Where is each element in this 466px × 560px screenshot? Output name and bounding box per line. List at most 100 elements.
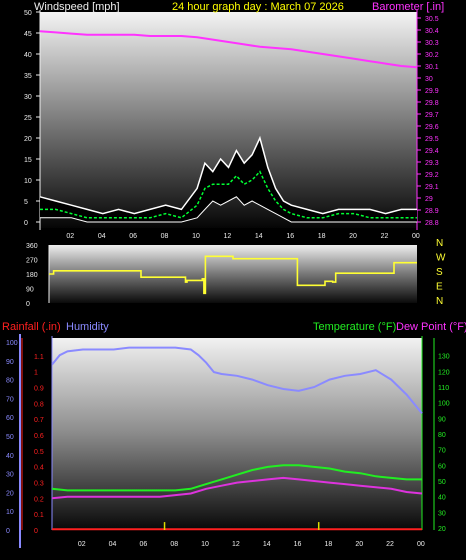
barometer-tick-label: 30.1 [425,64,439,71]
hour-tick-label: 06 [129,233,137,240]
temperature-tick-label: 80 [438,432,446,439]
direction-tick-label: 270 [26,258,38,265]
barometer-tick-label: 29 [425,196,433,203]
humidity-tick-label: 10 [6,509,14,516]
compass-label: E [436,282,443,293]
barometer-tick-label: 28.8 [425,220,439,227]
barometer-tick-label: 28.9 [425,208,439,215]
rainfall-tick-label: 0.5 [34,449,44,456]
hour-tick-label: 22 [381,233,389,240]
barometer-tick-label: 29.9 [425,88,439,95]
temperature-axis-label: Temperature (°F) [313,321,396,333]
dewpoint-line [51,476,423,500]
windspeed-tick-label: 10 [24,178,32,185]
hour-tick-label: 22 [386,541,394,548]
rainfall-tick-label: 0.3 [34,481,44,488]
direction-tick-label: 0 [26,301,30,308]
dewpoint-axis-label: Dew Point (°F) [396,321,466,333]
rainfall-tick-label: 0.4 [34,465,44,472]
temperature-tick-label: 130 [438,354,450,361]
humidity-tick-label: 100 [6,340,18,347]
barometer-tick-label: 30.3 [425,40,439,47]
compass-label: N [436,296,443,307]
windspeed-low-line [40,196,417,223]
compass-label: W [436,253,446,264]
temperature-tick-label: 100 [438,401,450,408]
humidity-tick-label: 80 [6,378,14,385]
compass-label: N [436,238,443,249]
humidity-tick-label: 40 [6,453,14,460]
windspeed-average-line [40,170,417,219]
humidity-axis-label: Humidity [66,321,109,333]
temperature-tick-label: 60 [438,463,446,470]
barometer-tick-label: 30.2 [425,52,439,59]
hour-tick-label: 08 [161,233,169,240]
barometer-tick-label: 30.4 [425,28,439,35]
hour-tick-label: 00 [417,541,425,548]
temperature-line [51,464,422,492]
direction-tick-label: 180 [26,272,38,279]
barometer-tick-label: 29.8 [425,100,439,107]
temperature-tick-label: 110 [438,385,449,392]
barometer-tick-label: 29.3 [425,160,439,167]
humidity-tick-label: 30 [6,472,14,479]
barometer-tick-label: 29.2 [425,172,439,179]
hour-tick-label: 14 [263,541,271,548]
rainfall-tick-label: 0.9 [34,386,44,393]
temperature-tick-label: 40 [438,495,446,502]
barometer-tick-label: 29.7 [425,112,439,119]
barometer-tick-label: 29.5 [425,136,439,143]
humidity-tick-label: 0 [6,528,10,535]
hour-tick-label: 02 [66,233,74,240]
windspeed-tick-label: 0 [24,220,28,227]
windspeed-tick-label: 30 [24,94,32,101]
hour-tick-label: 12 [224,233,232,240]
barometer-tick-label: 30.5 [425,16,439,23]
barometer-tick-label: 29.4 [425,148,439,155]
hour-tick-label: 08 [170,541,178,548]
windspeed-tick-label: 40 [24,52,32,59]
direction-tick-label: 90 [26,287,34,294]
rainfall-tick-label: 0.6 [34,433,44,440]
temperature-tick-label: 90 [438,416,446,423]
hour-tick-label: 16 [294,541,302,548]
graph-title: 24 hour graph day : March 07 2026 [172,1,344,13]
panel3-series [51,346,423,531]
temperature-tick-label: 30 [438,510,446,517]
rainfall-tick-label: 0.7 [34,417,44,424]
windspeed-gust-line [39,135,417,215]
humidity-line [51,346,423,415]
compass-label: S [436,267,443,278]
rainfall-tick-label: 0 [34,528,38,535]
hour-tick-label: 02 [78,541,86,548]
barometer-tick-label: 29.1 [425,184,439,191]
windspeed-tick-label: 15 [24,157,32,164]
temperature-tick-label: 120 [438,369,450,376]
windspeed-tick-label: 5 [24,199,28,206]
panel1-series [39,30,418,223]
panel1-ticks: 0 5 10 15 20 25 30 35 40 45 50 28.8 28.9 29 29.1 29.2 29… [24,10,439,240]
hour-tick-label: 18 [325,541,333,548]
rainfall-tick-label: 1.1 [34,354,44,361]
hour-tick-label: 10 [192,233,200,240]
rainfall-tick-label: 0.1 [34,512,44,519]
windspeed-range-fill [40,138,417,222]
direction-tick-label: 360 [26,243,38,250]
temperature-tick-label: 70 [438,448,446,455]
hour-tick-label: 04 [98,233,106,240]
hour-tick-label: 20 [349,233,357,240]
barometer-line [39,30,418,69]
temperature-tick-label: 50 [438,479,446,486]
hour-tick-label: 16 [286,233,294,240]
rainfall-axis-label: Rainfall (.in) [2,321,61,333]
hour-tick-label: 14 [255,233,263,240]
hour-tick-label: 18 [318,233,326,240]
windspeed-tick-label: 50 [24,10,32,17]
hour-tick-label: 04 [109,541,117,548]
humidity-tick-label: 20 [6,490,14,497]
humidity-tick-label: 90 [6,359,14,366]
panel3-background [52,338,422,530]
windspeed-tick-label: 20 [24,136,32,143]
